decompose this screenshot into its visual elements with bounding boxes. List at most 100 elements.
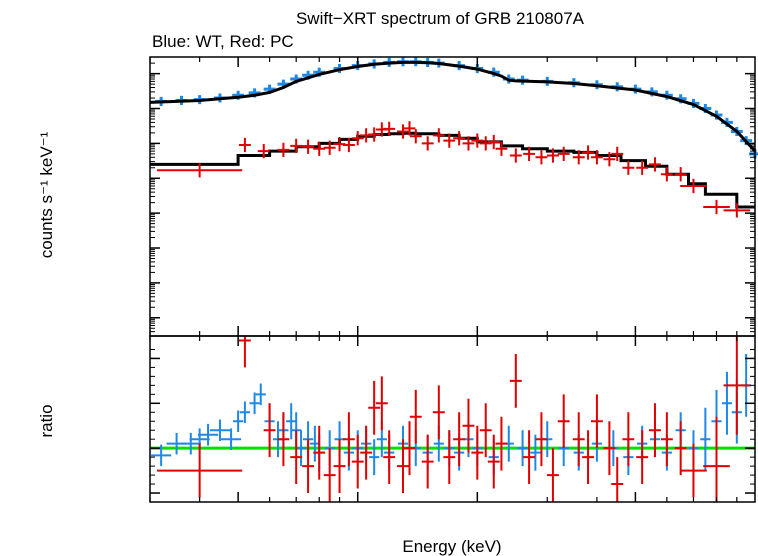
- pc-data-point: [257, 144, 270, 159]
- pc-data-point: [703, 199, 730, 215]
- wt-ratio-point: [517, 430, 528, 467]
- ratio-panel: [149, 57, 756, 503]
- wt-ratio-point: [151, 444, 172, 467]
- wt-ratio-point: [530, 434, 541, 471]
- pc-ratio-point: [723, 336, 751, 435]
- wt-ratio-point: [209, 419, 231, 441]
- pc-ratio-point: [263, 403, 276, 458]
- pc-data-point: [649, 157, 661, 172]
- pc-data-point: [432, 128, 445, 143]
- pc-ratio-point: [157, 443, 243, 498]
- wt-ratio-point: [180, 432, 201, 455]
- pc-data-point: [342, 137, 355, 153]
- pc-data-point: [351, 131, 364, 146]
- pc-ratio-point: [660, 412, 673, 467]
- pc-ratio-point: [487, 434, 500, 489]
- pc-ratio-point: [622, 412, 635, 467]
- ratio-frame: [149, 335, 756, 503]
- pc-ratio-point: [479, 403, 492, 458]
- pc-ratio-point: [546, 448, 559, 502]
- chart-subtitle: Blue: WT, Red: PC: [152, 32, 294, 51]
- pc-ratio-point: [636, 430, 649, 485]
- pc-ratio-point: [432, 385, 445, 440]
- pc-data-point: [302, 139, 315, 154]
- pc-data-point: [680, 178, 707, 194]
- x-axis-label: Energy (keV): [402, 537, 501, 556]
- wt-ratio-point: [239, 401, 251, 424]
- pc-ratio-point: [453, 412, 466, 467]
- wt-ratio-point: [255, 383, 266, 406]
- pc-data-point: [479, 136, 492, 151]
- pc-ratio-point: [302, 439, 315, 494]
- pc-ratio-point: [403, 421, 416, 476]
- pc-ratio-point: [462, 398, 475, 453]
- pc-data-point: [453, 131, 466, 146]
- pc-ratio-point: [342, 412, 355, 467]
- pc-ratio-point: [509, 353, 522, 408]
- pc-ratio-point: [360, 425, 373, 480]
- pc-data-point: [622, 160, 635, 175]
- pc-data-point: [397, 124, 409, 139]
- pc-ratio-point: [523, 430, 536, 485]
- pc-ratio-point: [375, 376, 388, 431]
- pc-data-point: [443, 133, 456, 148]
- pc-ratio-point: [409, 389, 422, 444]
- wt-ratio-point: [221, 428, 242, 450]
- y-axis-label-spectrum: counts s⁻¹ keV⁻¹: [37, 131, 56, 258]
- pc-data-point: [487, 134, 500, 150]
- pc-data-point: [557, 146, 570, 162]
- pc-ratio-point: [323, 448, 336, 502]
- pc-data-point: [723, 203, 751, 218]
- pc-ratio-point: [333, 439, 346, 494]
- pc-ratio-point: [603, 421, 616, 476]
- pc-ratio-point: [535, 412, 548, 467]
- wt-model-line: [149, 60, 757, 153]
- pc-data-point: [403, 121, 416, 136]
- pc-data-point: [603, 152, 616, 167]
- pc-data-point: [421, 136, 434, 151]
- pc-data-point: [313, 141, 326, 156]
- pc-data-point: [546, 148, 559, 163]
- pc-data-point: [277, 142, 290, 158]
- pc-data-point: [636, 160, 649, 175]
- pc-ratio-point: [383, 430, 396, 485]
- wt-ratio-point: [249, 392, 260, 415]
- chart-title: Swift−XRT spectrum of GRB 210807A: [296, 9, 585, 28]
- pc-data-point: [660, 167, 673, 182]
- pc-ratio-point: [238, 336, 251, 368]
- pc-data-point: [290, 138, 303, 153]
- pc-ratio-point: [649, 403, 661, 458]
- pc-data-point: [157, 163, 243, 178]
- pc-ratio-point: [582, 430, 594, 485]
- pc-ratio-point: [277, 412, 290, 467]
- pc-ratio-point: [290, 430, 303, 485]
- pc-data-point: [509, 148, 522, 163]
- wt-ratio-point: [721, 371, 733, 435]
- wt-ratio-point: [700, 407, 711, 471]
- spectrum-frame: [149, 56, 756, 337]
- pc-ratio-point: [471, 425, 484, 480]
- pc-data-point: [368, 127, 381, 142]
- wt-ratio-point: [286, 403, 297, 440]
- pc-ratio-point: [680, 443, 707, 498]
- pc-ratio-point: [351, 434, 364, 489]
- pc-data-point: [495, 141, 508, 156]
- pc-ratio-point: [397, 439, 409, 494]
- pc-data-point: [535, 150, 548, 165]
- pc-data-point: [238, 137, 251, 153]
- wt-ratio-point: [197, 423, 219, 446]
- wt-ratio-point: [233, 410, 244, 433]
- wt-ratio-point: [295, 430, 307, 467]
- wt-ratio-point: [369, 439, 380, 476]
- pc-ratio-point: [590, 394, 603, 449]
- pc-ratio-point: [421, 434, 434, 489]
- pc-ratio-point: [703, 416, 730, 502]
- pc-data-point: [590, 150, 603, 165]
- pc-data-point: [582, 145, 594, 160]
- pc-data-point: [409, 129, 422, 144]
- pc-ratio-point: [557, 394, 570, 449]
- pc-data-point: [323, 140, 336, 155]
- pc-ratio-point: [674, 421, 687, 476]
- pc-ratio-point: [313, 425, 326, 480]
- pc-ratio-point: [495, 416, 508, 471]
